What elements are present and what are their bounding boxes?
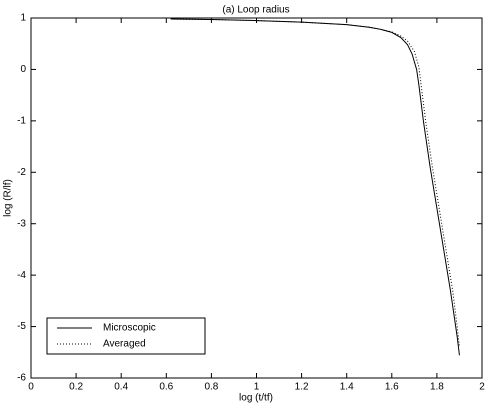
chart-title: (a) Loop radius <box>222 5 289 16</box>
y-tick-label: -3 <box>17 218 26 229</box>
y-tick-label: 0 <box>20 64 26 75</box>
x-tick-label: 2 <box>479 382 485 393</box>
x-tick-label: 1.2 <box>295 382 309 393</box>
y-tick-label: -2 <box>17 167 26 178</box>
y-tick-label: 1 <box>20 13 26 24</box>
y-tick-label: -4 <box>17 270 26 281</box>
x-tick-label: 1.6 <box>385 382 399 393</box>
y-tick-label: -5 <box>17 321 26 332</box>
x-tick-label: 1.8 <box>430 382 444 393</box>
x-tick-label: 0.2 <box>69 382 83 393</box>
legend-label: Averaged <box>103 339 146 350</box>
legend-label: Microscopic <box>103 323 156 334</box>
x-tick-label: 0.8 <box>204 382 218 393</box>
x-tick-label: 1.4 <box>340 382 354 393</box>
legend-box <box>46 317 206 355</box>
y-axis-label: log (R/lf) <box>3 179 14 217</box>
line-series <box>170 18 460 348</box>
x-tick-label: 0.4 <box>114 382 128 393</box>
y-tick-label: -1 <box>17 115 26 126</box>
y-tick-label: -6 <box>17 373 26 384</box>
x-tick-label: 1 <box>254 382 260 393</box>
x-tick-label: 0 <box>28 382 34 393</box>
x-axis-label: log (t/tf) <box>239 393 273 404</box>
x-tick-label: 0.6 <box>159 382 173 393</box>
